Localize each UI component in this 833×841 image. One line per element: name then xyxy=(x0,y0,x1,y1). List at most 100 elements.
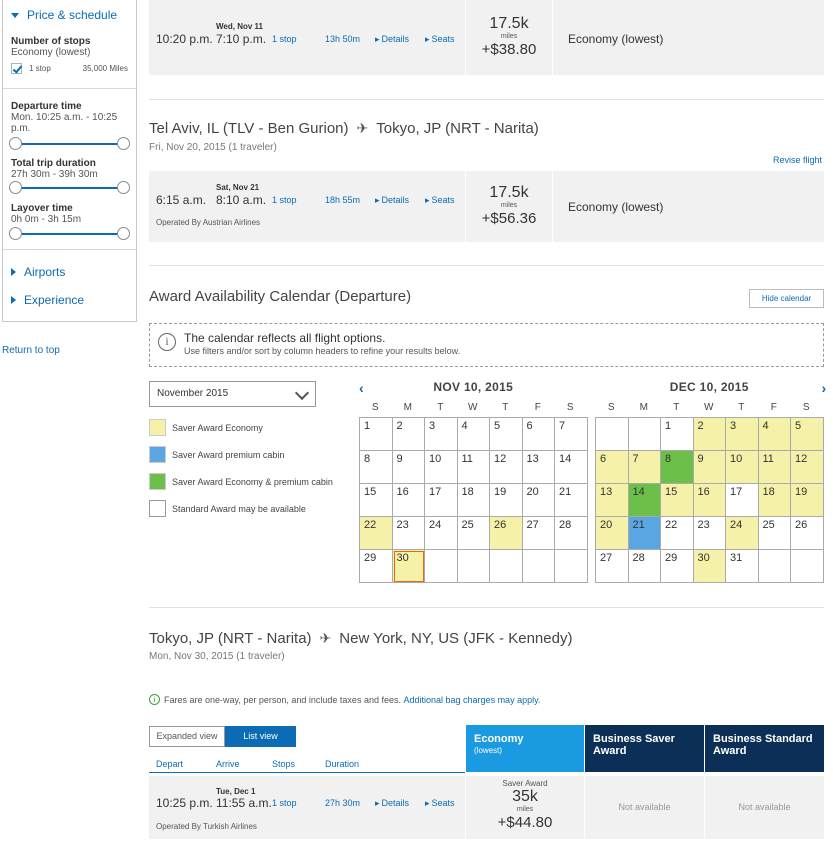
calendar-day[interactable]: 21 xyxy=(555,484,588,517)
slider-min-handle[interactable] xyxy=(9,181,22,194)
slider-max-handle[interactable] xyxy=(117,137,130,150)
calendar-day[interactable]: 4 xyxy=(457,418,490,451)
list-view-button[interactable]: List view xyxy=(225,726,296,747)
calendar-day[interactable]: 23 xyxy=(693,517,726,550)
calendar-day[interactable]: 13 xyxy=(522,451,555,484)
calendar-day[interactable]: 21 xyxy=(628,517,661,550)
calendar-day[interactable]: 25 xyxy=(758,517,791,550)
slider-max-handle[interactable] xyxy=(117,181,130,194)
calendar-day[interactable]: 29 xyxy=(360,550,393,583)
calendar-day[interactable]: 11 xyxy=(457,451,490,484)
departure-slider[interactable] xyxy=(9,137,130,151)
slider-min-handle[interactable] xyxy=(9,227,22,240)
business-saver-column-header[interactable]: Business Saver Award xyxy=(585,725,704,772)
calendar-day[interactable]: 26 xyxy=(490,517,523,550)
details-link[interactable]: Details xyxy=(375,34,410,45)
calendar-day[interactable]: 24 xyxy=(425,517,458,550)
hide-calendar-button[interactable]: Hide calendar xyxy=(749,289,824,308)
calendar-day[interactable]: 3 xyxy=(726,418,759,451)
calendar-day[interactable]: 14 xyxy=(555,451,588,484)
calendar-day[interactable]: 16 xyxy=(392,484,425,517)
calendar-day[interactable]: 16 xyxy=(693,484,726,517)
calendar-day[interactable]: 10 xyxy=(425,451,458,484)
details-link[interactable]: Details xyxy=(375,195,410,206)
economy-fare-cell[interactable]: Saver Award 35k miles +$44.80 xyxy=(466,776,584,839)
sort-arrive-header[interactable]: Arrive xyxy=(216,759,240,769)
calendar-day[interactable]: 15 xyxy=(360,484,393,517)
calendar-day[interactable]: 22 xyxy=(661,517,694,550)
calendar-day[interactable]: 19 xyxy=(791,484,824,517)
calendar-day[interactable]: 14 xyxy=(628,484,661,517)
calendar-day[interactable]: 13 xyxy=(596,484,629,517)
trip-duration-slider[interactable] xyxy=(9,181,130,195)
return-to-top-link[interactable]: Return to top xyxy=(2,345,60,356)
stops-link[interactable]: 1 stop xyxy=(272,195,297,205)
experience-toggle[interactable]: Experience xyxy=(3,293,84,307)
layover-slider[interactable] xyxy=(9,227,130,241)
seats-link[interactable]: Seats xyxy=(425,195,455,206)
sort-stops-header[interactable]: Stops xyxy=(272,759,296,769)
calendar-day[interactable]: 7 xyxy=(555,418,588,451)
calendar-day[interactable]: 6 xyxy=(522,418,555,451)
next-month-arrow-icon[interactable]: › xyxy=(821,380,827,396)
sort-depart-header[interactable]: Depart xyxy=(156,759,184,769)
flight-result-row[interactable]: 10:20 p.m. Wed, Nov 11 7:10 p.m. 1 stop … xyxy=(149,0,824,75)
calendar-day[interactable]: 9 xyxy=(693,451,726,484)
calendar-day[interactable]: 8 xyxy=(360,451,393,484)
prev-month-arrow-icon[interactable]: ‹ xyxy=(359,380,364,396)
calendar-day[interactable]: 9 xyxy=(392,451,425,484)
bag-charges-link[interactable]: Additional bag charges may apply. xyxy=(403,694,541,705)
calendar-day[interactable]: 11 xyxy=(758,451,791,484)
calendar-day[interactable]: 12 xyxy=(490,451,523,484)
calendar-day[interactable]: 27 xyxy=(596,550,629,583)
calendar-day[interactable]: 27 xyxy=(522,517,555,550)
flight-result-row[interactable]: 6:15 a.m. Sat, Nov 21 8:10 a.m. 1 stop 1… xyxy=(149,171,824,242)
calendar-day[interactable]: 3 xyxy=(425,418,458,451)
calendar-day[interactable]: 30 xyxy=(392,550,425,583)
calendar-day[interactable]: 17 xyxy=(726,484,759,517)
one-stop-checkbox[interactable] xyxy=(11,63,22,74)
seats-link[interactable]: Seats xyxy=(425,798,455,809)
sort-duration-header[interactable]: Duration xyxy=(325,759,360,769)
economy-fare-cell[interactable]: 17.5k miles +$38.80 xyxy=(465,0,553,75)
calendar-day[interactable]: 8 xyxy=(661,451,694,484)
revise-flight-link[interactable]: Revise flight xyxy=(773,155,823,165)
calendar-day[interactable]: 22 xyxy=(360,517,393,550)
calendar-day[interactable]: 6 xyxy=(596,451,629,484)
calendar-day[interactable]: 23 xyxy=(392,517,425,550)
calendar-day[interactable]: 28 xyxy=(555,517,588,550)
calendar-day[interactable]: 24 xyxy=(726,517,759,550)
calendar-day[interactable]: 15 xyxy=(661,484,694,517)
calendar-day[interactable]: 5 xyxy=(490,418,523,451)
calendar-day[interactable]: 17 xyxy=(425,484,458,517)
expanded-view-button[interactable]: Expanded view xyxy=(149,726,225,747)
month-select[interactable]: November 2015 xyxy=(149,381,316,407)
calendar-day[interactable]: 29 xyxy=(661,550,694,583)
details-link[interactable]: Details xyxy=(375,798,410,809)
calendar-day[interactable]: 2 xyxy=(693,418,726,451)
calendar-day[interactable]: 20 xyxy=(596,517,629,550)
seats-link[interactable]: Seats xyxy=(425,34,455,45)
calendar-day[interactable]: 1 xyxy=(661,418,694,451)
price-schedule-toggle[interactable]: Price & schedule xyxy=(3,8,117,22)
calendar-day[interactable]: 18 xyxy=(457,484,490,517)
calendar-day[interactable]: 12 xyxy=(791,451,824,484)
calendar-day[interactable]: 25 xyxy=(457,517,490,550)
calendar-day[interactable]: 20 xyxy=(522,484,555,517)
stops-link[interactable]: 1 stop xyxy=(272,798,297,808)
calendar-day[interactable]: 5 xyxy=(791,418,824,451)
business-standard-column-header[interactable]: Business Standard Award xyxy=(705,725,824,772)
economy-column-header[interactable]: Economy (lowest) xyxy=(466,725,584,772)
calendar-day[interactable]: 26 xyxy=(791,517,824,550)
airports-toggle[interactable]: Airports xyxy=(3,265,65,279)
slider-min-handle[interactable] xyxy=(9,137,22,150)
calendar-day[interactable]: 10 xyxy=(726,451,759,484)
slider-max-handle[interactable] xyxy=(117,227,130,240)
calendar-day[interactable]: 7 xyxy=(628,451,661,484)
economy-fare-cell[interactable]: 17.5k miles +$56.36 xyxy=(465,171,553,242)
calendar-day[interactable]: 2 xyxy=(392,418,425,451)
calendar-day[interactable]: 4 xyxy=(758,418,791,451)
calendar-day[interactable]: 1 xyxy=(360,418,393,451)
flight-result-row[interactable]: 10:25 p.m. Tue, Dec 1 11:55 a.m. 1 stop … xyxy=(149,776,465,839)
stops-link[interactable]: 1 stop xyxy=(272,34,297,44)
